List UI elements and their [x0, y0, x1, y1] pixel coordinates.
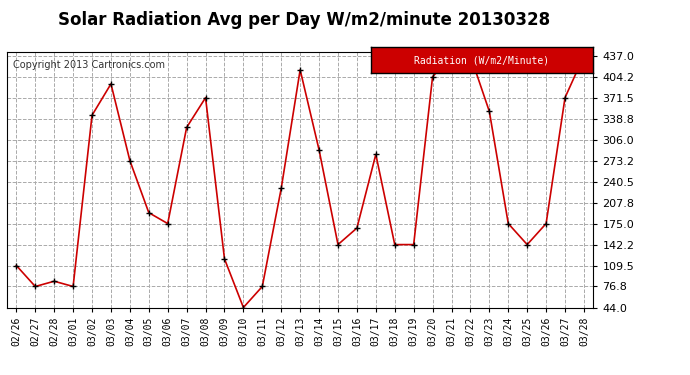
- Text: Solar Radiation Avg per Day W/m2/minute 20130328: Solar Radiation Avg per Day W/m2/minute …: [57, 11, 550, 29]
- Text: Copyright 2013 Cartronics.com: Copyright 2013 Cartronics.com: [13, 60, 165, 70]
